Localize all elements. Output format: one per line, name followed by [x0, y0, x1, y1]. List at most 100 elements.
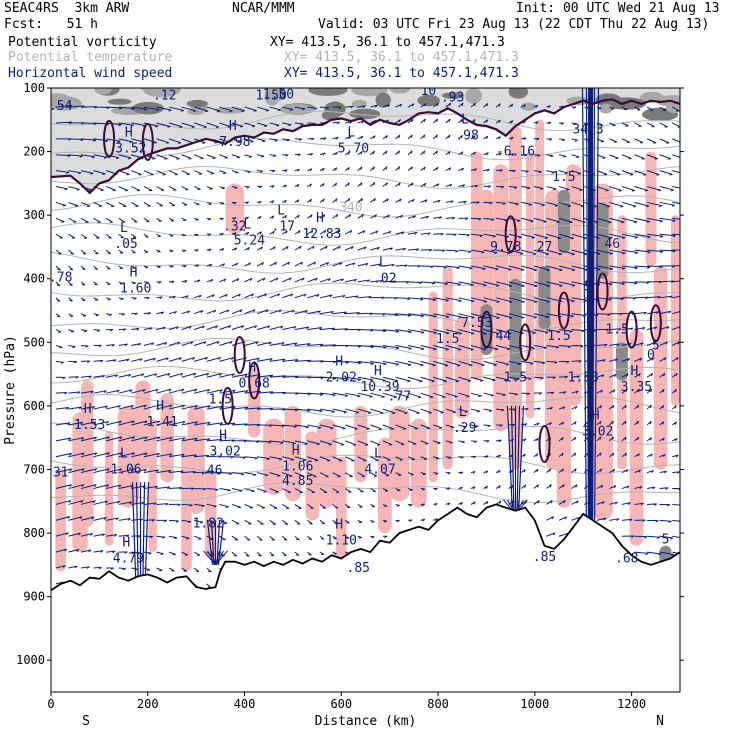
wind-arrowhead [492, 379, 496, 382]
wind-vector [332, 262, 343, 267]
wind-arrowhead [309, 199, 312, 203]
wind-arrowhead [153, 141, 157, 144]
wind-arrowhead [487, 425, 491, 428]
extremum-value: 5 [662, 532, 670, 547]
wind-vector [307, 245, 315, 251]
wind-arrowhead [355, 295, 359, 299]
wind-vector [131, 217, 138, 223]
wind-arrowhead [157, 420, 161, 424]
wind-arrowhead [56, 284, 61, 287]
wind-arrowhead [364, 246, 367, 250]
wind-vector [118, 343, 128, 346]
wind-arrowhead [238, 141, 242, 143]
wind-arrowhead [448, 151, 451, 155]
wind-arrowhead [360, 182, 363, 186]
wind-arrowhead [352, 262, 356, 266]
wind-vector [181, 535, 190, 539]
wind-vector [269, 375, 286, 378]
wind-vector [332, 472, 341, 478]
wind-arrowhead [194, 437, 198, 441]
wind-arrowhead [93, 484, 97, 488]
wind-vector [319, 408, 335, 413]
wind-arrowhead [81, 468, 85, 472]
wind-vector [458, 329, 475, 335]
wind-vector [231, 406, 248, 410]
wind-arrowhead [69, 484, 72, 487]
wind-arrowhead [541, 204, 545, 207]
wind-vector [370, 214, 377, 219]
wind-arrowhead [289, 475, 293, 478]
wind-vector [420, 424, 431, 429]
extremum-marker: H [122, 535, 130, 550]
wind-vector [231, 373, 248, 378]
extremum-value: 5 [584, 279, 592, 294]
wind-vector [634, 217, 651, 223]
pv-core [596, 202, 609, 279]
wind-arrowhead [98, 344, 102, 348]
wind-arrowhead [106, 436, 110, 440]
wind-vector [156, 535, 166, 538]
wind-arrowhead [263, 491, 267, 493]
wind-vector [332, 245, 341, 251]
wind-arrowhead [156, 453, 160, 456]
wind-vector [131, 567, 138, 570]
wind-vector [571, 138, 578, 141]
wind-arrowhead [675, 373, 678, 377]
wind-arrowhead [398, 166, 401, 170]
extremum-value: 34.3 [572, 122, 603, 137]
wind-vector [206, 389, 223, 394]
extremum-marker: L [374, 446, 382, 461]
wind-arrowhead [465, 217, 469, 221]
wind-arrowhead [485, 119, 489, 123]
wind-arrowhead [574, 452, 577, 456]
wind-vector [458, 345, 474, 350]
plot-frame [50, 87, 681, 693]
wind-arrowhead [555, 346, 559, 349]
wind-vector [357, 246, 367, 251]
wind-arrowhead [177, 503, 181, 507]
wind-arrowhead [369, 395, 373, 398]
wind-arrowhead [626, 485, 630, 489]
wind-arrowhead [207, 218, 212, 221]
wind-arrowhead [179, 357, 182, 361]
wind-vector [609, 501, 618, 505]
wind-arrowhead [79, 155, 83, 158]
wind-vector [156, 326, 166, 331]
wind-arrowhead [570, 237, 574, 240]
wind-vector [533, 281, 550, 287]
pv-fill-streak [377, 437, 392, 534]
wind-arrowhead [508, 317, 513, 319]
wind-vector [307, 440, 320, 445]
wind-vector [357, 105, 366, 108]
wind-arrowhead [74, 565, 78, 569]
wind-vector [445, 297, 462, 302]
wind-vector [319, 392, 336, 396]
wind-arrowhead [666, 504, 671, 507]
wind-vector [68, 468, 85, 474]
wind-arrowhead [679, 505, 680, 507]
wind-vector [231, 293, 241, 299]
wind-arrowhead [341, 278, 344, 282]
wind-vector [508, 265, 525, 271]
wind-vector [345, 440, 357, 446]
wind-arrowhead [195, 219, 199, 221]
wind-vector [508, 249, 524, 255]
wind-arrowhead [531, 237, 535, 239]
wind-arrowhead [319, 410, 323, 413]
wind-arrowhead [132, 282, 136, 285]
wind-arrowhead [655, 520, 659, 523]
wind-arrowhead [398, 134, 401, 139]
wind-arrowhead [254, 457, 258, 460]
wind-arrowhead [566, 361, 570, 364]
wind-vector [470, 408, 480, 412]
wind-vector [496, 392, 506, 396]
wind-arrowhead [285, 230, 288, 234]
wind-vector [533, 170, 542, 173]
wind-arrowhead [603, 517, 607, 521]
wind-arrowhead [637, 437, 640, 441]
wind-arrowhead [551, 391, 555, 395]
wind-vector [68, 376, 79, 378]
wind-vector [106, 452, 123, 458]
wind-vector [558, 532, 569, 537]
wind-arrowhead [81, 437, 85, 440]
